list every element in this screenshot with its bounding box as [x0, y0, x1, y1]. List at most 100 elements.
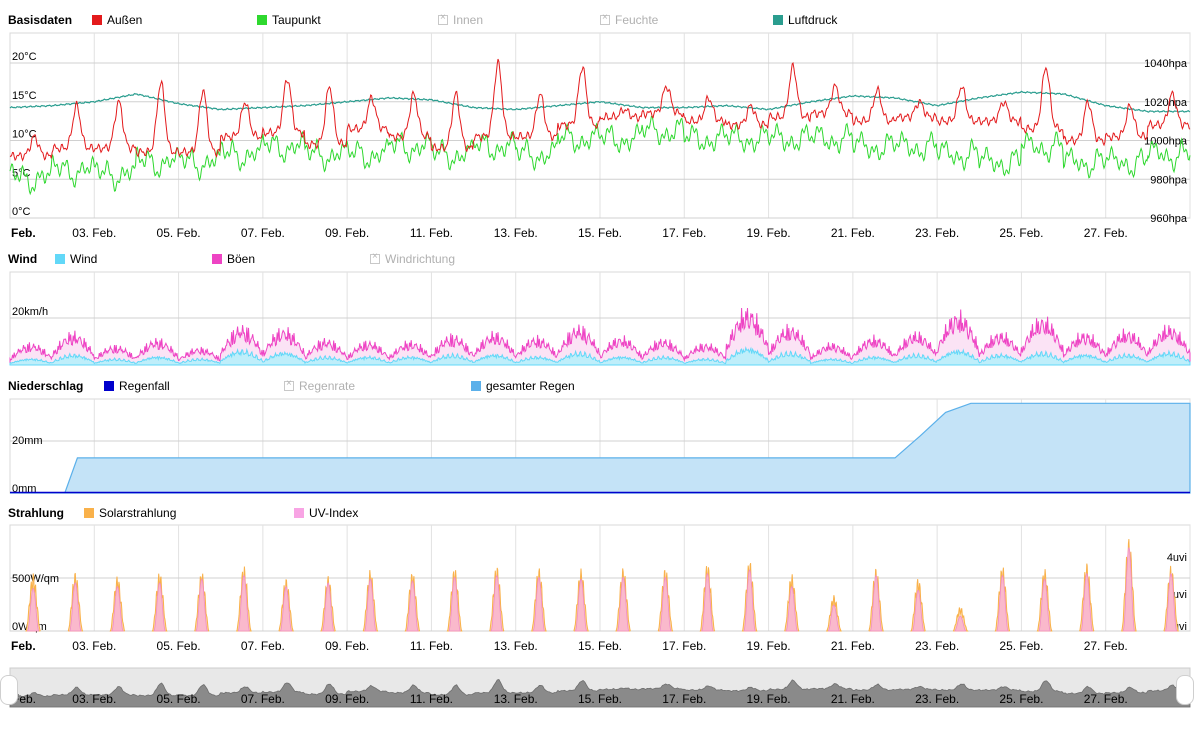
y-tick-label-temp: 0°C	[12, 206, 31, 218]
series-uv-index-day	[237, 574, 250, 632]
series-uv-index-day	[69, 582, 82, 632]
legend-item-regenfall[interactable]: Regenfall	[104, 379, 170, 393]
legend-label: Feuchte	[615, 13, 659, 27]
x-tick-label: 23. Feb.	[915, 639, 959, 653]
legend-item-gesamter-regen[interactable]: gesamter Regen	[471, 379, 575, 393]
legend-swatch	[257, 15, 267, 25]
navigator-series	[9, 679, 1191, 708]
legend-swatch	[55, 254, 65, 264]
legend-swatch	[212, 254, 222, 264]
y-tick-label-pressure: 1040hpa	[1144, 58, 1188, 70]
y-tick-label-pressure: 960hpa	[1150, 213, 1188, 225]
x-tick-label: 19. Feb.	[747, 639, 791, 653]
legend-label: Wind	[70, 252, 98, 266]
x-tick-label: 17. Feb.	[662, 226, 706, 240]
series-uv-index-day	[869, 574, 883, 632]
navigator-left-handle[interactable]	[0, 675, 18, 705]
legend-swatch	[92, 15, 102, 25]
x-tick-label: 13. Feb.	[494, 226, 538, 240]
legend-item-taupunkt[interactable]: Taupunkt	[257, 13, 321, 27]
legend-label: Taupunkt	[272, 13, 321, 27]
legend-label: Innen	[453, 13, 484, 27]
legend-item-solarstrahlung[interactable]: Solarstrahlung	[84, 506, 176, 520]
legend-swatch	[84, 508, 94, 518]
x-tick-label: 09. Feb.	[325, 226, 369, 240]
legend-swatch	[773, 15, 783, 25]
series-uv-index-day	[490, 574, 504, 632]
legend-swatch	[370, 251, 380, 264]
series-uv-index-day	[321, 582, 335, 632]
x-tick-label: 25. Feb.	[999, 226, 1043, 240]
x-tick-label: 07. Feb.	[241, 226, 285, 240]
legend-item-innen[interactable]: Innen	[438, 12, 484, 27]
navigator-x-tick-label: 21. Feb.	[831, 692, 875, 706]
navigator-x-tick-label: 19. Feb.	[747, 692, 791, 706]
x-tick-label: Feb.	[11, 226, 36, 240]
navigator-x-tick-label: 11. Feb.	[410, 692, 453, 706]
y-tick-label-rain: 20mm	[12, 435, 43, 447]
legend-item-wind[interactable]: Wind	[55, 252, 97, 266]
x-tick-label: 03. Feb.	[72, 639, 116, 653]
series-uv-index-day	[1122, 546, 1135, 632]
legend-label: Luftdruck	[788, 13, 838, 27]
legend-item-feuchte[interactable]: Feuchte	[600, 12, 659, 27]
y-tick-label-pressure: 980hpa	[1150, 174, 1188, 186]
series-uv-index-day	[911, 589, 925, 632]
panel-title-basisdaten: Basisdaten	[8, 13, 73, 27]
x-tick-label: 05. Feb.	[157, 639, 201, 653]
x-tick-label: 27. Feb.	[1084, 639, 1128, 653]
x-tick-label: 15. Feb.	[578, 639, 622, 653]
legend-swatch	[438, 12, 448, 25]
legend-label: gesamter Regen	[486, 379, 575, 393]
navigator-x-tick-label: 07. Feb.	[241, 692, 285, 706]
legend-item-regenrate[interactable]: Regenrate	[284, 378, 356, 393]
y-tick-label-wind: 20km/h	[12, 306, 48, 318]
series-gesamter-regen	[10, 402, 1191, 494]
navigator-x-tick-label: 17. Feb.	[662, 692, 706, 706]
legend-swatch	[284, 378, 294, 391]
x-tick-label: 09. Feb.	[325, 639, 369, 653]
navigator-x-tick-label: 09. Feb.	[325, 692, 369, 706]
legend-item-aussen[interactable]: Außen	[92, 13, 142, 27]
legend-item-uv-index[interactable]: UV-Index	[294, 506, 358, 520]
navigator-x-tick-label: Feb.	[12, 692, 36, 706]
series-uv-index-day	[954, 615, 967, 632]
legend-label: Windrichtung	[385, 252, 456, 266]
series-uv-index-day	[743, 569, 756, 632]
y-tick-label-temp: 10°C	[12, 129, 37, 141]
series-uv-index-day	[700, 572, 714, 632]
legend-label: Solarstrahlung	[99, 506, 177, 520]
x-tick-label: 11. Feb.	[410, 226, 453, 240]
x-tick-label: 19. Feb.	[747, 226, 791, 240]
series-uv-index-day	[405, 580, 420, 632]
series-uv-index-day	[448, 576, 461, 632]
navigator-x-tick-label: 05. Feb.	[157, 692, 201, 706]
legend-label: Regenrate	[299, 379, 356, 393]
navigator-right-handle[interactable]	[1176, 675, 1194, 705]
series-uv-index-day	[364, 578, 377, 632]
series-uv-index-day	[195, 578, 209, 632]
navigator-x-tick-label: 23. Feb.	[915, 692, 959, 706]
panel-title-wind: Wind	[8, 252, 38, 266]
series-aussen	[9, 58, 1191, 162]
legend-item-boeen[interactable]: Böen	[212, 252, 255, 266]
legend-swatch	[294, 508, 304, 518]
series-uv-index-day	[153, 582, 166, 632]
series-uv-index-day	[827, 604, 840, 632]
series-uv-index-day	[1164, 572, 1178, 632]
legend-item-luftdruck[interactable]: Luftdruck	[773, 13, 837, 27]
x-tick-label: 05. Feb.	[157, 226, 201, 240]
x-tick-label: 11. Feb.	[410, 639, 453, 653]
navigator-x-tick-label: 25. Feb.	[999, 692, 1043, 706]
navigator-x-tick-label: 15. Feb.	[578, 692, 622, 706]
x-tick-label: 13. Feb.	[494, 639, 538, 653]
y-tick-label-temp: 20°C	[12, 51, 37, 63]
series-uv-index-day	[616, 576, 630, 632]
x-tick-label: 15. Feb.	[578, 226, 622, 240]
x-tick-label: 27. Feb.	[1084, 226, 1128, 240]
legend-item-windrichtung[interactable]: Windrichtung	[370, 251, 456, 266]
navigator-x-tick-label: 27. Feb.	[1084, 692, 1128, 706]
panel-title-strahlung: Strahlung	[8, 506, 64, 520]
legend-swatch	[600, 12, 610, 25]
